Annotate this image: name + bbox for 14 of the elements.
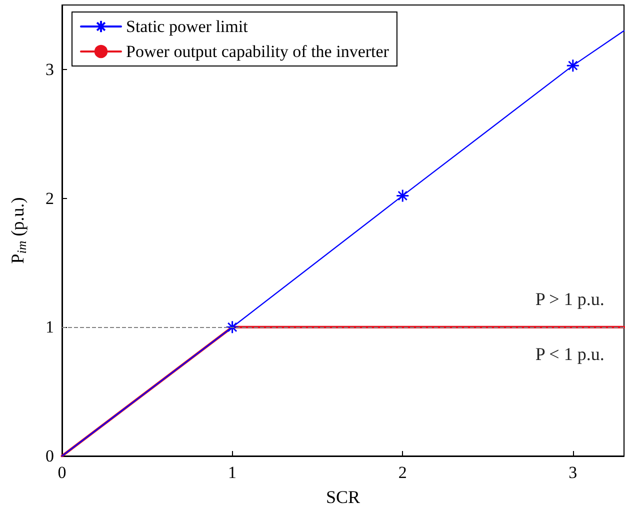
- x-tick-label: 1: [228, 463, 237, 482]
- y-tick-label: 3: [46, 60, 54, 79]
- legend-label: Static power limit: [126, 17, 248, 36]
- legend-label: Power output capability of the inverter: [126, 42, 390, 61]
- annotation: P > 1 p.u.: [535, 289, 604, 309]
- x-tick-label: 0: [58, 463, 66, 482]
- x-tick-label: 2: [398, 463, 407, 482]
- y-tick-label: 1: [46, 318, 54, 337]
- y-tick-label: 2: [46, 188, 54, 208]
- y-tick-label: 0: [46, 446, 54, 466]
- annotation: P < 1 p.u.: [535, 344, 604, 364]
- y-axis-title: Pim (p.u.): [8, 197, 29, 264]
- x-tick-label: 3: [568, 463, 578, 482]
- x-axis-title: SCR: [326, 487, 360, 507]
